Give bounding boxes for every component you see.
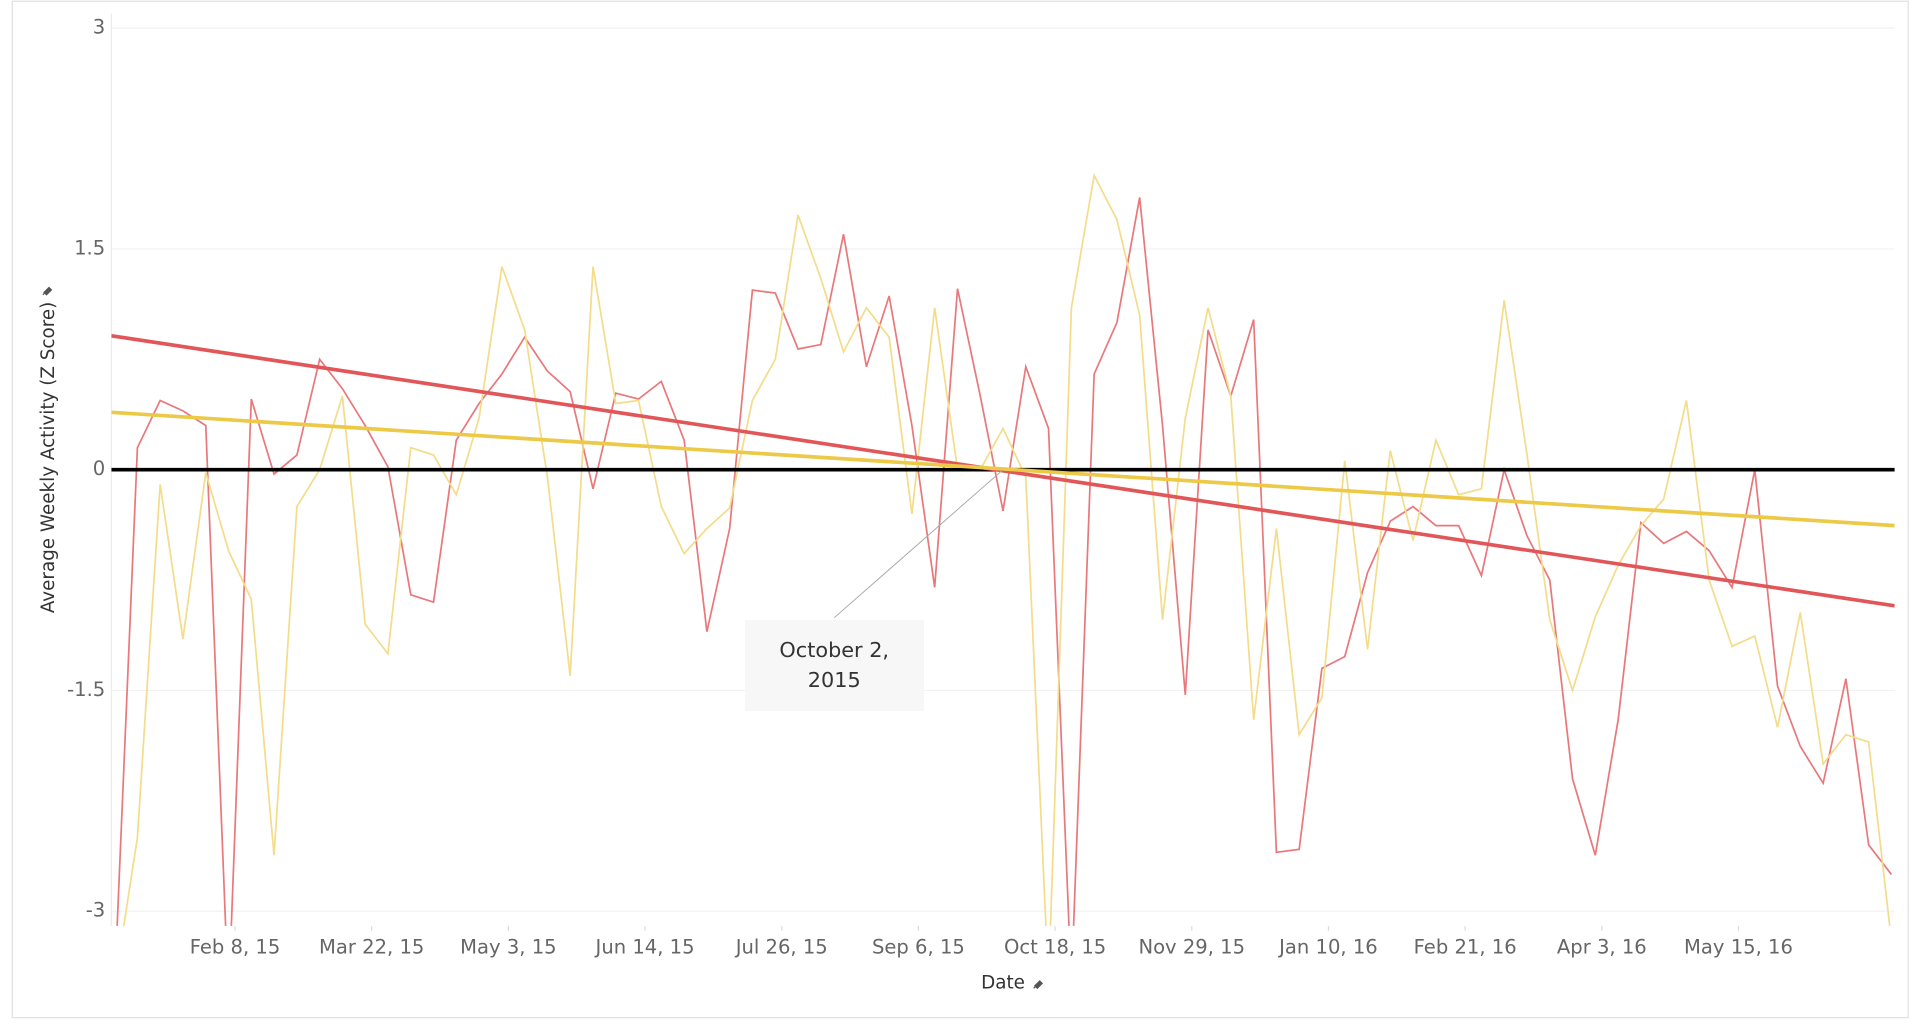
y-tick-label: -3 bbox=[86, 899, 106, 922]
annotation-label: October 2, 2015 bbox=[744, 620, 924, 711]
annotation-leader bbox=[833, 469, 1004, 619]
y-tick-label: 3 bbox=[93, 16, 105, 39]
y-tick-label: 1.5 bbox=[74, 236, 105, 259]
grid: -3 -1.5 0 1.5 3 Feb 8, 15 Mar 22, 15 May 3, 15 J… bbox=[67, 16, 1895, 958]
x-tick-label: Jan 10, 16 bbox=[1277, 935, 1378, 958]
x-tick-label: Jun 14, 15 bbox=[594, 935, 695, 958]
pin-icon bbox=[1033, 980, 1044, 990]
x-axis-title: Date bbox=[981, 972, 1025, 993]
overlay bbox=[833, 469, 1004, 619]
plot-area bbox=[111, 172, 1895, 926]
x-tick-label: May 15, 16 bbox=[1684, 935, 1793, 958]
trend-line bbox=[111, 333, 1895, 608]
y-tick-label: -1.5 bbox=[67, 678, 105, 701]
y-tick-label: 0 bbox=[93, 457, 105, 480]
pin-icon bbox=[42, 286, 53, 296]
x-tick-label: May 3, 15 bbox=[460, 935, 556, 958]
x-tick-label: Feb 8, 15 bbox=[190, 935, 281, 958]
x-tick-label: Nov 29, 15 bbox=[1138, 935, 1245, 958]
x-tick-label: Mar 22, 15 bbox=[319, 935, 424, 958]
data-line bbox=[116, 197, 1893, 926]
frame bbox=[11, 0, 1909, 1019]
x-tick-label: Feb 21, 16 bbox=[1414, 935, 1517, 958]
x-tick-label: Sep 6, 15 bbox=[872, 935, 965, 958]
x-tick-label: Oct 18, 15 bbox=[1004, 935, 1106, 958]
x-tick-label: Jul 26, 15 bbox=[734, 935, 828, 958]
trend-line bbox=[111, 410, 1895, 528]
y-axis-title: Average Weekly Activity (Z Score) bbox=[38, 302, 59, 613]
data-line bbox=[122, 172, 1891, 926]
x-tick-label: Apr 3, 16 bbox=[1557, 935, 1647, 958]
